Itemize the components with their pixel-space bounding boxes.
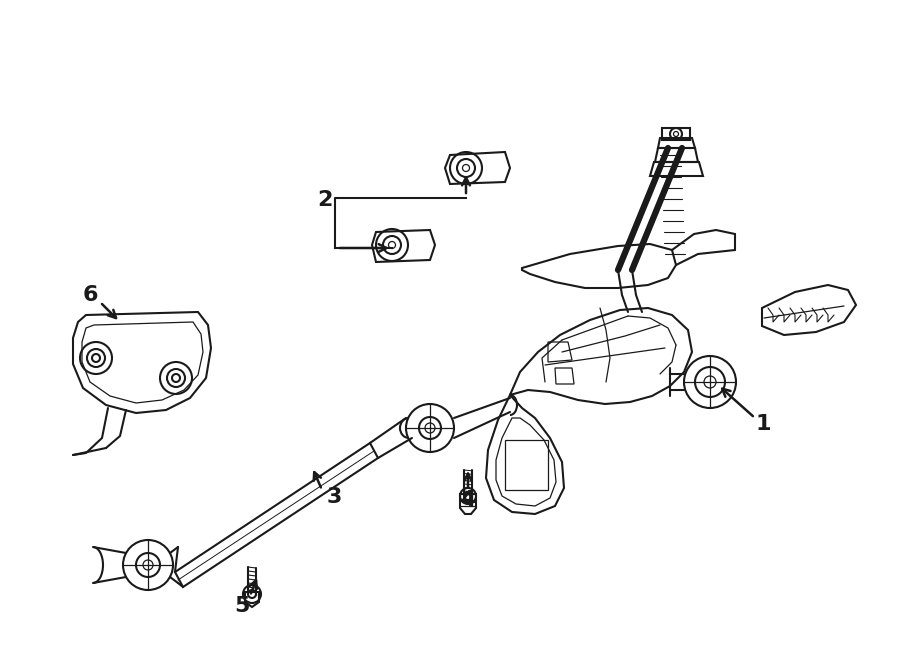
Text: 4: 4	[460, 490, 476, 510]
Text: 1: 1	[755, 414, 770, 434]
Text: 5: 5	[234, 596, 249, 616]
Text: 3: 3	[327, 487, 342, 507]
Text: 6: 6	[82, 285, 98, 305]
Text: 2: 2	[318, 190, 333, 210]
